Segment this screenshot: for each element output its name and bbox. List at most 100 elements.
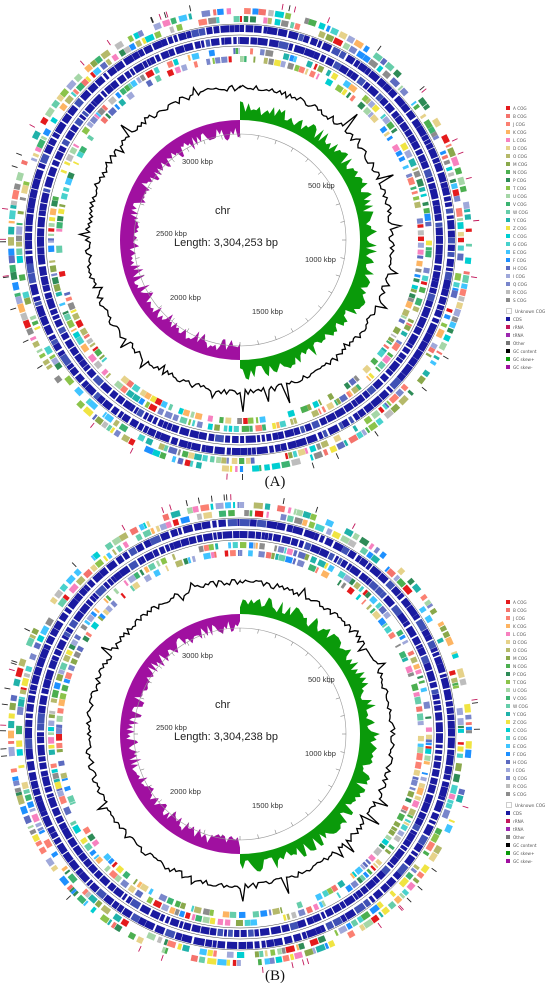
legend-label: K COG [513,129,527,135]
legend-swatch [506,226,510,230]
legend-item-feature-3-b: tRNA [506,825,545,833]
scale-tick [148,680,152,684]
legend-swatch [506,827,510,831]
scale-ticks-b [134,628,346,840]
legend-item-feature-2-a: rRNA [506,323,545,331]
gc-skew-plus-track [240,597,380,872]
legend-item-cog-17-a: G COG [506,240,545,248]
legend-item-cog-17-b: G COG [506,734,545,742]
legend-swatch [506,811,510,815]
scale-tick [340,751,345,753]
legend-item-feature-3-a: tRNA [506,331,545,339]
track-separator [45,539,435,929]
track-separator [34,528,446,940]
scale-label-1000-a: 1000 kbp [305,255,336,264]
legend-item-cog-14-a: Y COG [506,216,545,224]
legend-label: T COG [513,185,527,191]
scale-tick [274,829,277,834]
legend-item-cog-18-a: E COG [506,248,545,256]
ring-rna-markers [0,3,480,480]
scale-tick [335,274,340,277]
legend-swatch [506,210,510,214]
legend-item-feature-0-a: Unknown COG [506,307,545,315]
scale-tick [340,221,345,223]
legend-swatch [506,274,510,278]
scale-tick [274,634,277,639]
scale-tick [305,811,309,816]
legend-swatch [506,624,510,628]
ring-cog-inner-1 [47,47,432,432]
ring-cog-outer-1 [8,8,472,473]
legend-label: P COG [513,671,527,677]
legend-swatch [506,242,510,246]
legend-label: R COG [513,783,527,789]
legend-item-cog-3-a: K COG [506,128,545,136]
legend-item-feature-5-b: GC content [506,841,545,849]
scale-label-2500-a: 2500 kbp [156,229,187,238]
legend-item-cog-11-a: U COG [506,192,545,200]
track-separator [45,45,435,435]
scale-tick [340,715,345,717]
legend-label: W COG [513,703,528,709]
scale-label-1500-b: 1500 kbp [252,801,283,810]
panel-label-a: (A) [264,474,286,490]
ring-cog-inner-1 [47,542,432,927]
legend-item-cog-4-a: L COG [506,136,545,144]
legend-swatch [506,258,510,262]
scale-label-1000-b: 1000 kbp [305,749,336,758]
scale-tick [328,186,332,190]
legend-item-cog-20-a: H COG [506,264,545,272]
length-label-a: Length: 3,304,253 bp [174,237,278,249]
legend-label: GC content [513,842,537,848]
length-label-b: Length: 3,304,238 bp [174,731,278,743]
legend-swatch [506,859,510,863]
legend-swatch [506,317,510,321]
legend-label: H COG [513,759,527,765]
scale-label-2000-b: 2000 kbp [170,787,201,796]
ring-cog-outer-1 [8,502,472,967]
legend-swatch [506,357,510,361]
legend-label: L COG [513,631,527,637]
scale-tick [257,135,259,140]
legend-item-feature-6-a: GC skew+ [506,355,545,363]
scale-tick [135,715,140,717]
scale-label-2500-b: 2500 kbp [156,723,187,732]
legend-swatch [506,202,510,206]
scale-tick [221,629,223,634]
legend-swatch [506,308,512,314]
legend-swatch [506,720,510,724]
legend-item-cog-10-a: T COG [506,184,545,192]
legend-item-cog-20-b: H COG [506,758,545,766]
scale-tick [203,634,206,639]
legend-label: F COG [513,751,527,757]
scale-tick [305,317,309,322]
legend-item-cog-7-a: M COG [506,160,545,168]
legend-item-cog-0-a: A COG [506,104,545,112]
scale-tick [140,768,145,771]
scale-tick [317,799,322,803]
legend-swatch [506,696,510,700]
legend-item-cog-6-b: O COG [506,646,545,654]
legend-b: A COG B COG J COG K COG L COG D COG O COG M COG… [506,598,545,865]
legend-label: CDS [513,316,522,322]
ring-cog-inner-2 [56,56,425,425]
legend-swatch [506,282,510,286]
circular-genome-map-b: chr Length: 3,304,238 bp 500 kbp 1000 kb… [0,494,480,973]
legend-label: K COG [513,623,527,629]
legend-swatch [506,752,510,756]
legend-swatch [506,106,510,110]
ring-cds-1 [24,25,455,456]
legend-swatch [506,640,510,644]
legend-item-cog-15-b: Z COG [506,718,545,726]
legend-label: P COG [513,177,527,183]
legend-swatch [506,608,510,612]
legend-swatch [506,114,510,118]
legend-item-cog-10-b: T COG [506,678,545,686]
legend-item-cog-18-b: E COG [506,742,545,750]
legend-label: W COG [513,209,528,215]
legend-swatch [506,325,510,329]
scale-tick [171,158,175,163]
legend-label: N COG [513,663,527,669]
legend-label: V COG [513,201,527,207]
legend-item-feature-1-a: CDS [506,315,545,323]
